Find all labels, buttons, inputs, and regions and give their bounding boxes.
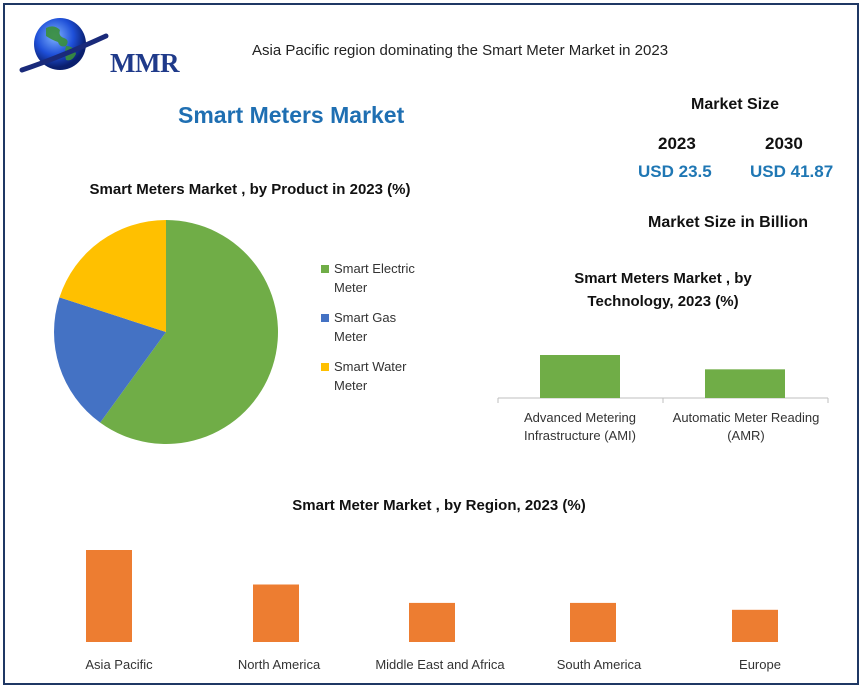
legend-swatch <box>321 265 329 273</box>
mmr-logo: MMR <box>18 14 179 80</box>
year-2023: 2023 <box>658 134 696 153</box>
tick-label: South America <box>556 657 642 672</box>
globe-icon <box>19 18 109 73</box>
legend-label: Smart Water Meter <box>334 359 407 393</box>
pie-slice <box>100 220 279 445</box>
legend-label: Smart Gas Meter <box>334 310 397 344</box>
logo-text: MMR <box>110 48 179 78</box>
tick-label: Europe <box>739 657 781 672</box>
legend-label: Smart Electric Meter <box>334 261 415 295</box>
pie-slice <box>54 297 166 423</box>
tick-label: North America <box>237 657 321 672</box>
page-frame <box>3 3 859 685</box>
header-subtitle: Asia Pacific region dominating the Smart… <box>252 42 669 59</box>
bar <box>409 602 455 642</box>
bar <box>253 584 299 642</box>
tick-label: Asia Pacific <box>85 657 153 672</box>
value-2030: USD 41.87 <box>750 162 834 181</box>
value-2023: USD 23.5 <box>638 162 712 181</box>
bar <box>570 602 616 642</box>
bar <box>540 355 620 398</box>
page-title: Smart Meters Market <box>178 102 405 128</box>
technology-chart-title: Smart Meters Market , by Technology, 202… <box>574 270 752 310</box>
legend-swatch <box>321 314 329 322</box>
bar <box>86 550 132 642</box>
pie-slice <box>59 220 166 332</box>
bar <box>732 609 778 642</box>
market-size-unit-note: Market Size in Billion <box>648 214 809 231</box>
year-2030: 2030 <box>765 134 803 153</box>
tick-label: Automatic Meter Reading (AMR) <box>672 410 820 443</box>
bar <box>705 369 785 398</box>
market-size-title: Market Size <box>691 96 780 113</box>
region-chart-title: Smart Meter Market , by Region, 2023 (%) <box>292 497 586 514</box>
legend-swatch <box>321 363 329 371</box>
pie-chart-title: Smart Meters Market , by Product in 2023… <box>89 181 411 198</box>
tick-label: Middle East and Africa <box>375 657 505 672</box>
tick-label: Advanced Metering Infrastructure (AMI) <box>523 410 636 443</box>
